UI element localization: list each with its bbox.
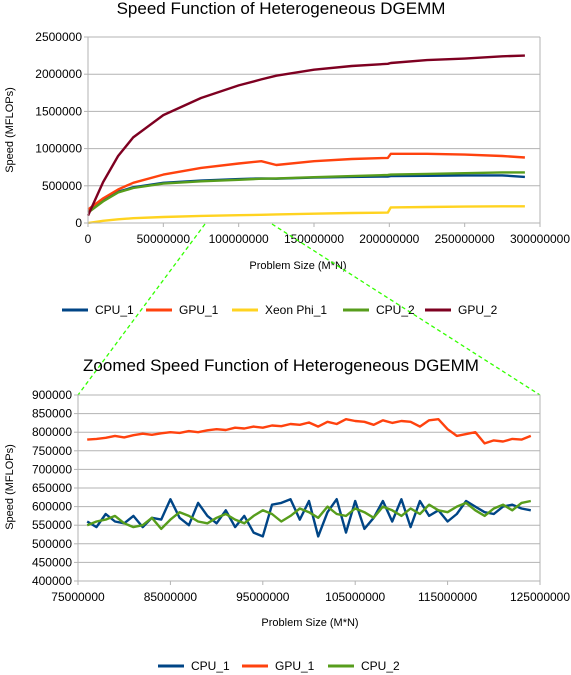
x-tick-label: 250000000 [435,232,495,246]
chart-series [86,54,525,225]
y-tick-label: 800000 [32,425,72,439]
x-tick-label: 75000000 [51,590,105,604]
series-line-gpu_1 [87,152,525,211]
x-tick-label: 105000000 [325,590,385,604]
y-tick-label: 1000000 [35,142,82,156]
x-tick-label: 0 [85,232,92,246]
y-tick-label: 0 [75,216,82,230]
y-tick-label: 900000 [32,388,72,402]
y-tick-label: 500000 [42,179,82,193]
chart-axes: 0 500000 1000000 1500000 2000000 2500000 0 5000… [35,30,570,246]
y-tick-label: 700000 [32,462,72,476]
series-line-xeon-phi_1 [87,205,525,225]
x-tick-label: 115000000 [418,590,478,604]
y-tick-label: 1500000 [35,104,82,118]
x-tick-label: 150000000 [284,232,344,246]
chart-legend: CPU_1 GPU_1 CPU_2 [158,659,400,673]
x-axis-label: Problem Size (M*N) [249,260,346,272]
y-tick-label: 650000 [32,481,72,495]
legend-label: GPU_2 [458,303,498,317]
series-line-gpu_2 [86,54,525,217]
legend-label: CPU_1 [95,303,134,317]
y-tick-label: 850000 [32,407,72,421]
x-tick-label: 200000000 [359,232,419,246]
zoom-connector-right [271,223,541,396]
y-tick-label: 400000 [32,574,72,588]
zoom-connector-left [77,223,206,396]
series-line-cpu_2 [86,499,532,531]
x-tick-label: 100000000 [209,232,269,246]
legend-label: CPU_2 [361,659,400,673]
chart-axes: 400000 450000 500000 550000 600000 650000 7000… [32,388,570,604]
legend-label: GPU_1 [179,303,219,317]
y-tick-label: 450000 [32,555,72,569]
y-axis-label: Speed (MFLOPs) [4,87,16,173]
chart-legend: CPU_1 GPU_1 Xeon Phi_1 CPU_2 GPU_2 [62,303,498,317]
y-tick-label: 750000 [32,444,72,458]
y-tick-label: 600000 [32,500,72,514]
chart-series [86,418,532,538]
x-tick-label: 85000000 [144,590,198,604]
x-axis-label: Problem Size (M*N) [261,617,358,629]
legend-label: Xeon Phi_1 [265,303,327,317]
x-tick-label: 50000000 [137,232,191,246]
legend-label: CPU_1 [191,659,230,673]
y-tick-label: 550000 [32,518,72,532]
chart-title: Speed Function of Heterogeneous DGEMM [117,0,446,18]
chart-title: Zoomed Speed Function of Heterogeneous D… [83,356,479,375]
legend-label: GPU_1 [275,659,315,673]
x-tick-label: 95000000 [236,590,290,604]
y-tick-label: 2000000 [35,67,82,81]
y-tick-label: 500000 [32,537,72,551]
chart-grid [78,394,540,582]
series-line-cpu_2 [87,171,525,214]
x-tick-label: 125000000 [510,590,570,604]
speed-chart: Speed Function of Heterogeneous DGEMM 0 5… [4,0,570,317]
chart-grid [88,36,540,224]
zoomed-speed-chart: Zoomed Speed Function of Heterogeneous D… [4,356,570,673]
legend-label: CPU_2 [376,303,415,317]
y-axis-label: Speed (MFLOPs) [4,444,16,530]
y-tick-label: 2500000 [35,30,82,44]
series-line-gpu_1 [87,418,532,445]
x-tick-label: 300000000 [510,232,570,246]
series-line-cpu_1 [86,498,532,538]
